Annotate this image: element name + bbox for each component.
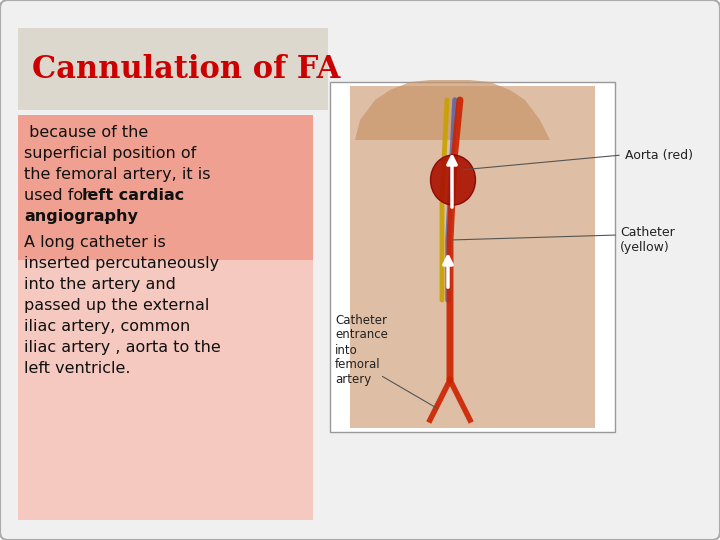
Text: left cardiac: left cardiac [82,188,184,203]
FancyBboxPatch shape [330,82,615,432]
FancyBboxPatch shape [18,115,313,260]
Text: Catheter
(yellow): Catheter (yellow) [620,226,675,254]
FancyBboxPatch shape [18,260,313,520]
FancyBboxPatch shape [350,86,595,428]
FancyBboxPatch shape [18,28,328,110]
Text: Catheter
entrance
into
femoral
artery: Catheter entrance into femoral artery [335,314,388,387]
Text: because of the: because of the [24,125,148,140]
Ellipse shape [431,155,475,205]
Text: Cannulation of FA: Cannulation of FA [32,53,341,84]
Text: .: . [102,209,107,224]
Polygon shape [355,80,550,140]
Text: superficial position of: superficial position of [24,146,197,161]
Text: into the artery and: into the artery and [24,277,176,292]
Text: used for: used for [24,188,95,203]
Text: A long catheter is: A long catheter is [24,235,166,250]
Text: inserted percutaneously: inserted percutaneously [24,256,219,271]
Text: left ventricle.: left ventricle. [24,361,130,376]
Text: angiography: angiography [24,209,138,224]
Text: iliac artery, common: iliac artery, common [24,319,190,334]
Text: Aorta (red): Aorta (red) [625,148,693,161]
Text: iliac artery , aorta to the: iliac artery , aorta to the [24,340,221,355]
Text: passed up the external: passed up the external [24,298,210,313]
Text: the femoral artery, it is: the femoral artery, it is [24,167,210,182]
